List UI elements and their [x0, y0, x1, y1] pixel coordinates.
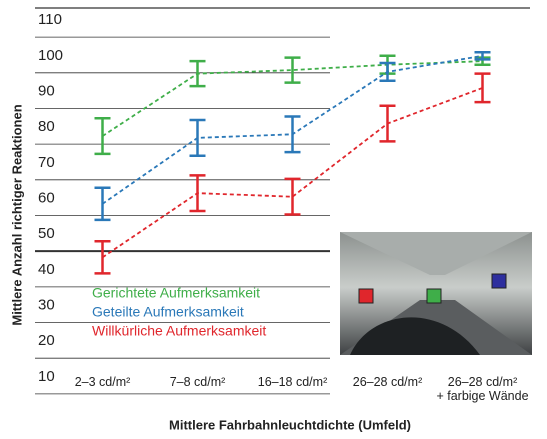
error-bar	[379, 104, 396, 143]
x-tick-label: 7–8 cd/m²	[169, 375, 226, 389]
y-axis-label: Mittlere Anzahl richtiger Reaktionen	[9, 104, 24, 325]
x-tick-label: 2–3 cd/m²	[74, 375, 131, 389]
y-tick-label: 110	[38, 11, 62, 28]
error-bar	[474, 72, 491, 104]
x-axis-label: Mittlere Fahrbahnleuchtdichte (Umfeld)	[169, 417, 411, 432]
legend-label: Geteilte Aufmerksamkeit	[92, 304, 244, 320]
error-bar	[94, 240, 111, 275]
error-bar	[474, 50, 491, 61]
y-tick-label: 90	[38, 82, 55, 99]
inset-photo	[340, 232, 532, 355]
error-bar	[189, 118, 206, 157]
error-bar	[284, 115, 301, 154]
y-tick-label: 60	[38, 189, 55, 206]
error-bar	[284, 177, 301, 216]
x-tick-label: 26–28 cd/m² + farbige Wände	[436, 375, 529, 403]
error-bar	[94, 186, 111, 222]
legend-label: Willkürliche Aufmerksamkeit	[92, 323, 266, 339]
x-tick-label: 26–28 cd/m²	[352, 375, 423, 389]
series-line	[101, 87, 483, 259]
error-bar	[284, 56, 301, 84]
y-tick-label: 30	[38, 296, 55, 313]
x-tick-label: 16–18 cd/m²	[257, 375, 328, 389]
y-tick-label: 80	[38, 118, 55, 135]
error-bar	[379, 61, 396, 83]
y-tick-label: 70	[38, 154, 55, 171]
y-tick-label: 20	[38, 332, 55, 349]
y-tick-label: 10	[38, 368, 55, 385]
legend-label: Gerichtete Aufmerksamkeit	[92, 285, 260, 301]
y-tick-label: 50	[38, 225, 55, 242]
error-bar	[189, 174, 206, 213]
axes: 10 20 30 40 50 60 70 80 90 100 110	[35, 7, 530, 395]
y-tick-label: 100	[38, 47, 63, 64]
error-bar	[94, 116, 111, 156]
y-tick-label: 40	[38, 261, 55, 278]
error-bar	[189, 59, 206, 88]
